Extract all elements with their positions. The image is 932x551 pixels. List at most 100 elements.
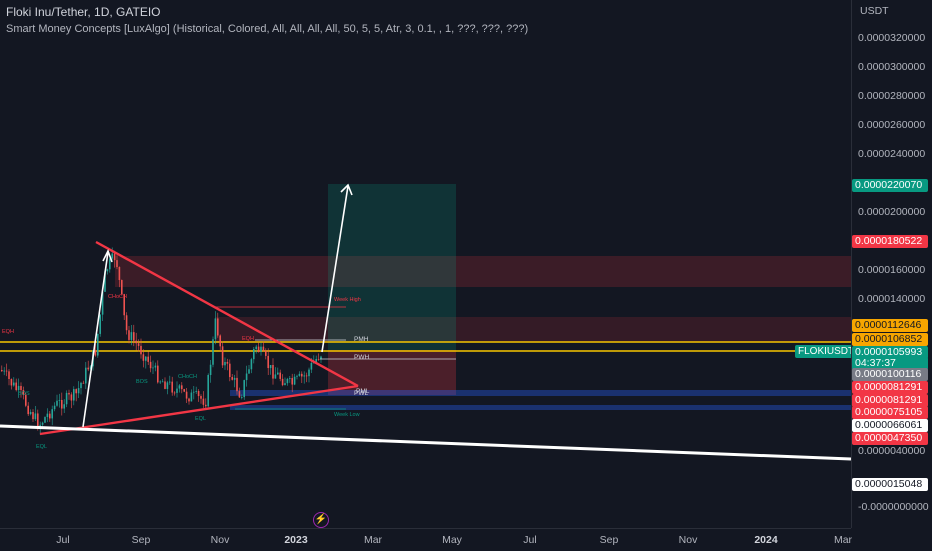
candle-body (137, 343, 140, 346)
price-tick: 0.0000280000 (858, 90, 926, 102)
candle-body (205, 404, 207, 407)
candle-body (25, 394, 27, 406)
symbol-title[interactable]: Floki Inu/Tether, 1D, GATEIO (6, 5, 161, 19)
arrowhead-left-icon (102, 248, 113, 263)
candle-body (87, 367, 89, 370)
eql-label-1: EQL (36, 444, 47, 450)
candle-body (149, 361, 152, 369)
candle-body (265, 350, 267, 356)
candle-body (317, 358, 320, 360)
candle-body (181, 385, 183, 390)
price-badge-yellow-lower: 0.0000106852 (852, 333, 928, 346)
candle-body (73, 389, 75, 401)
arrowhead-right-icon (340, 183, 353, 196)
chart-pane[interactable]: Week High PMH PWH PWL PML Week Low EQH E… (0, 0, 851, 528)
week-low-label: Week Low (334, 412, 360, 418)
price-tick: 0.0000040000 (858, 445, 926, 457)
candle-body (183, 389, 185, 392)
candle-body (269, 365, 272, 369)
candle-body (250, 359, 253, 370)
currency-label[interactable]: USDT (860, 5, 889, 17)
price-tick: 0.0000240000 (858, 148, 926, 160)
long-term-support-line[interactable] (0, 424, 851, 461)
candle-body (44, 417, 46, 423)
candle-body (17, 385, 20, 391)
candle-body (154, 365, 157, 368)
candle-body (8, 371, 10, 380)
chart-canvas[interactable]: Week High PMH PWH PWL PML Week Low EQH E… (0, 0, 851, 528)
candle-body (233, 377, 236, 380)
lightning-icon[interactable]: ⚡ (313, 512, 329, 528)
candle-body (303, 375, 305, 377)
discount-zone (230, 405, 851, 410)
candle-body (243, 380, 245, 398)
bar-countdown: 04:37:37 (852, 357, 928, 370)
indicator-legend[interactable]: Smart Money Concepts [LuxAlgo] (Historic… (6, 23, 529, 35)
long-target-zone (328, 184, 456, 350)
candle-body (56, 400, 58, 406)
candle-body (49, 413, 51, 419)
chart-legend: Floki Inu/Tether, 1D, GATEIO Smart Money… (6, 5, 528, 36)
candle-body (173, 392, 176, 394)
candle-body (257, 346, 260, 352)
candle-body (272, 365, 274, 379)
candle-body (41, 422, 44, 425)
eqh-label-2: EQH (242, 336, 254, 342)
price-axis[interactable]: USDT 0.0000320000 0.0000300000 0.0000280… (851, 0, 932, 528)
candle-body (308, 369, 310, 377)
candle-body (130, 332, 133, 340)
candle-body (241, 397, 243, 398)
price-badge-premium: 0.0000180522 (852, 235, 928, 248)
price-badge-last: 0.0000105993 (852, 346, 928, 359)
arrow-up-left[interactable] (82, 251, 109, 428)
candle-body (125, 315, 128, 331)
candle-body (209, 364, 212, 376)
candle-body (207, 375, 209, 407)
bos-label-1: BOS (18, 391, 30, 397)
candle-body (219, 335, 221, 347)
price-badge-grey: 0.0000100116 (852, 368, 928, 381)
candle-body (171, 381, 173, 393)
choch-label-2: CHoCH (178, 374, 197, 380)
upper-trendline[interactable] (95, 240, 359, 388)
time-tick: Nov (210, 534, 230, 546)
candle-body (34, 413, 37, 420)
eqh-label-1: EQH (2, 329, 14, 335)
pmh-label: PMH (354, 336, 369, 343)
candle-body (106, 269, 109, 272)
candle-body (75, 389, 77, 394)
candle-body (82, 382, 85, 384)
candle-body (13, 382, 15, 386)
candle-body (305, 375, 308, 377)
price-badge-white-1: 0.0000066061 (852, 419, 928, 432)
time-tick: Sep (131, 534, 151, 546)
candle-body (221, 346, 224, 366)
time-tick: May (442, 534, 462, 546)
candle-body (296, 375, 298, 377)
symbol-price-tag: FLOKIUSDT (795, 345, 851, 358)
candle-body (277, 372, 279, 375)
candle-body (142, 354, 145, 361)
candle-body (116, 260, 118, 268)
candle-body (161, 381, 164, 383)
candle-body (214, 318, 217, 340)
candle-body (80, 382, 82, 389)
supply-zone (215, 317, 851, 342)
candle-body (5, 370, 8, 372)
time-tick: Mar (833, 534, 853, 546)
candle-body (217, 318, 219, 336)
candle-body (37, 413, 39, 429)
time-tick-year: 2023 (284, 534, 308, 546)
candle-body (99, 314, 101, 334)
premium-zone (115, 256, 851, 287)
arrow-up-right[interactable] (321, 185, 349, 353)
candle-body (286, 378, 289, 384)
candle-body (262, 346, 265, 351)
candle-body (260, 346, 262, 352)
price-tick: 0.0000300000 (858, 61, 926, 73)
candle-body (159, 381, 161, 383)
candle-body (85, 367, 87, 384)
lower-trendline[interactable] (39, 384, 359, 436)
time-axis[interactable]: Jul Sep Nov 2023 Mar May Jul Sep Nov 202… (0, 528, 853, 551)
candle-body (274, 374, 277, 379)
